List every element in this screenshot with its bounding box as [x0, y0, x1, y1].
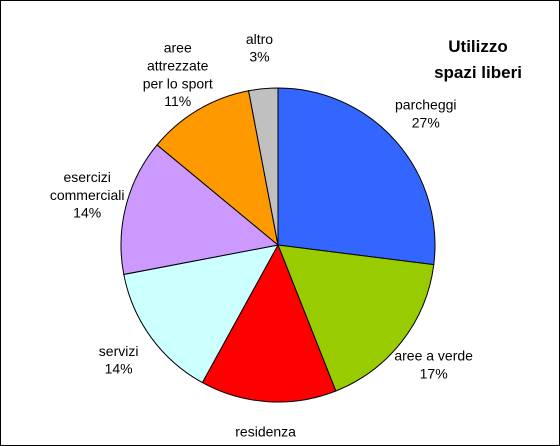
pie-slice — [123, 244, 279, 384]
pie-slice — [201, 243, 337, 403]
pie-slice — [120, 144, 280, 276]
slice-label: servizi — [99, 342, 139, 358]
value-label: 11% — [164, 93, 191, 109]
slice-label: aree a verde — [394, 347, 473, 363]
value-label: 3% — [249, 49, 269, 65]
slice-label: parcheggi — [395, 96, 457, 112]
slice-label: altro — [246, 31, 273, 47]
value-label: 14% — [252, 441, 280, 446]
chart-title: Utilizzo spazi liberi — [434, 37, 522, 82]
value-label: 14% — [73, 205, 101, 221]
value-label: 27% — [412, 114, 440, 130]
pie-slice — [277, 244, 435, 392]
pie-slice — [277, 87, 436, 266]
slice-label: esercizi commerciali — [50, 169, 125, 203]
value-label: 14% — [105, 360, 133, 376]
slice-label: residenza — [235, 423, 296, 439]
value-label: 17% — [420, 365, 448, 381]
pie-slice — [247, 87, 279, 246]
pie-slice — [156, 90, 279, 247]
slice-label: aree attrezzate per lo sport — [143, 39, 213, 91]
